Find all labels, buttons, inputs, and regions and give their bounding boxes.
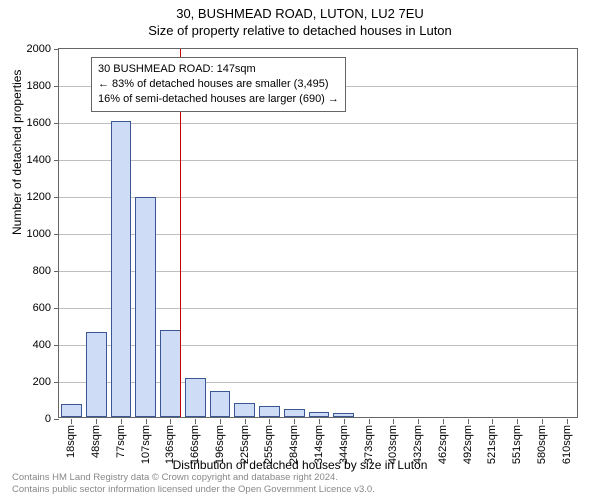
footer-attribution: Contains HM Land Registry data © Crown c… <box>12 472 375 496</box>
annotation-line: ← 83% of detached houses are smaller (3,… <box>98 77 339 92</box>
xtick-mark <box>170 419 171 424</box>
histogram-bar <box>160 330 181 417</box>
histogram-bar <box>284 409 305 417</box>
plot-area: 020040060080010001200140016001800200018s… <box>58 48 578 418</box>
xtick-mark <box>294 419 295 424</box>
gridline <box>59 160 577 161</box>
footer-line2: Contains public sector information licen… <box>12 484 375 496</box>
xtick-mark <box>443 419 444 424</box>
ytick-label: 1200 <box>11 191 51 203</box>
chart-title-address: 30, BUSHMEAD ROAD, LUTON, LU2 7EU <box>0 6 600 21</box>
annotation-box: 30 BUSHMEAD ROAD: 147sqm← 83% of detache… <box>91 57 346 112</box>
xtick-mark <box>418 419 419 424</box>
xtick-mark <box>344 419 345 424</box>
xtick-label: 48sqm <box>90 425 102 458</box>
histogram-bar <box>210 391 231 417</box>
histogram-bar <box>259 406 280 417</box>
ytick-label: 1600 <box>11 117 51 129</box>
xtick-label: 77sqm <box>115 425 127 458</box>
histogram-bar <box>234 403 255 417</box>
xtick-mark <box>492 419 493 424</box>
ytick-label: 600 <box>11 302 51 314</box>
chart-subtitle: Size of property relative to detached ho… <box>0 23 600 38</box>
xtick-label: 18sqm <box>65 425 77 458</box>
xtick-mark <box>567 419 568 424</box>
chart-area: 020040060080010001200140016001800200018s… <box>58 48 578 418</box>
ytick-mark <box>54 308 59 309</box>
ytick-label: 1400 <box>11 154 51 166</box>
ytick-label: 200 <box>11 376 51 388</box>
histogram-bar <box>185 378 206 417</box>
annotation-line: 16% of semi-detached houses are larger (… <box>98 92 339 107</box>
ytick-mark <box>54 86 59 87</box>
xtick-mark <box>269 419 270 424</box>
ytick-label: 800 <box>11 265 51 277</box>
ytick-mark <box>54 197 59 198</box>
xtick-mark <box>96 419 97 424</box>
histogram-bar <box>309 412 330 417</box>
ytick-mark <box>54 345 59 346</box>
xtick-mark <box>71 419 72 424</box>
xtick-mark <box>542 419 543 424</box>
histogram-bar <box>135 197 156 417</box>
histogram-bar <box>61 404 82 417</box>
xtick-mark <box>146 419 147 424</box>
y-axis-label: Number of detached properties <box>10 70 24 235</box>
xtick-mark <box>121 419 122 424</box>
ytick-mark <box>54 160 59 161</box>
ytick-mark <box>54 234 59 235</box>
ytick-mark <box>54 49 59 50</box>
xtick-mark <box>195 419 196 424</box>
histogram-bar <box>333 413 354 417</box>
xtick-mark <box>393 419 394 424</box>
ytick-label: 2000 <box>11 43 51 55</box>
xtick-mark <box>319 419 320 424</box>
ytick-mark <box>54 123 59 124</box>
histogram-bar <box>111 121 132 417</box>
x-axis-label: Distribution of detached houses by size … <box>0 458 600 472</box>
annotation-line: 30 BUSHMEAD ROAD: 147sqm <box>98 62 339 77</box>
gridline <box>59 123 577 124</box>
chart-title-block: 30, BUSHMEAD ROAD, LUTON, LU2 7EU Size o… <box>0 0 600 38</box>
histogram-bar <box>86 332 107 417</box>
xtick-mark <box>369 419 370 424</box>
ytick-mark <box>54 271 59 272</box>
xtick-mark <box>468 419 469 424</box>
ytick-label: 400 <box>11 339 51 351</box>
ytick-label: 0 <box>11 413 51 425</box>
xtick-mark <box>220 419 221 424</box>
ytick-mark <box>54 382 59 383</box>
ytick-label: 1800 <box>11 80 51 92</box>
ytick-label: 1000 <box>11 228 51 240</box>
footer-line1: Contains HM Land Registry data © Crown c… <box>12 472 375 484</box>
xtick-mark <box>245 419 246 424</box>
ytick-mark <box>54 419 59 420</box>
xtick-mark <box>517 419 518 424</box>
